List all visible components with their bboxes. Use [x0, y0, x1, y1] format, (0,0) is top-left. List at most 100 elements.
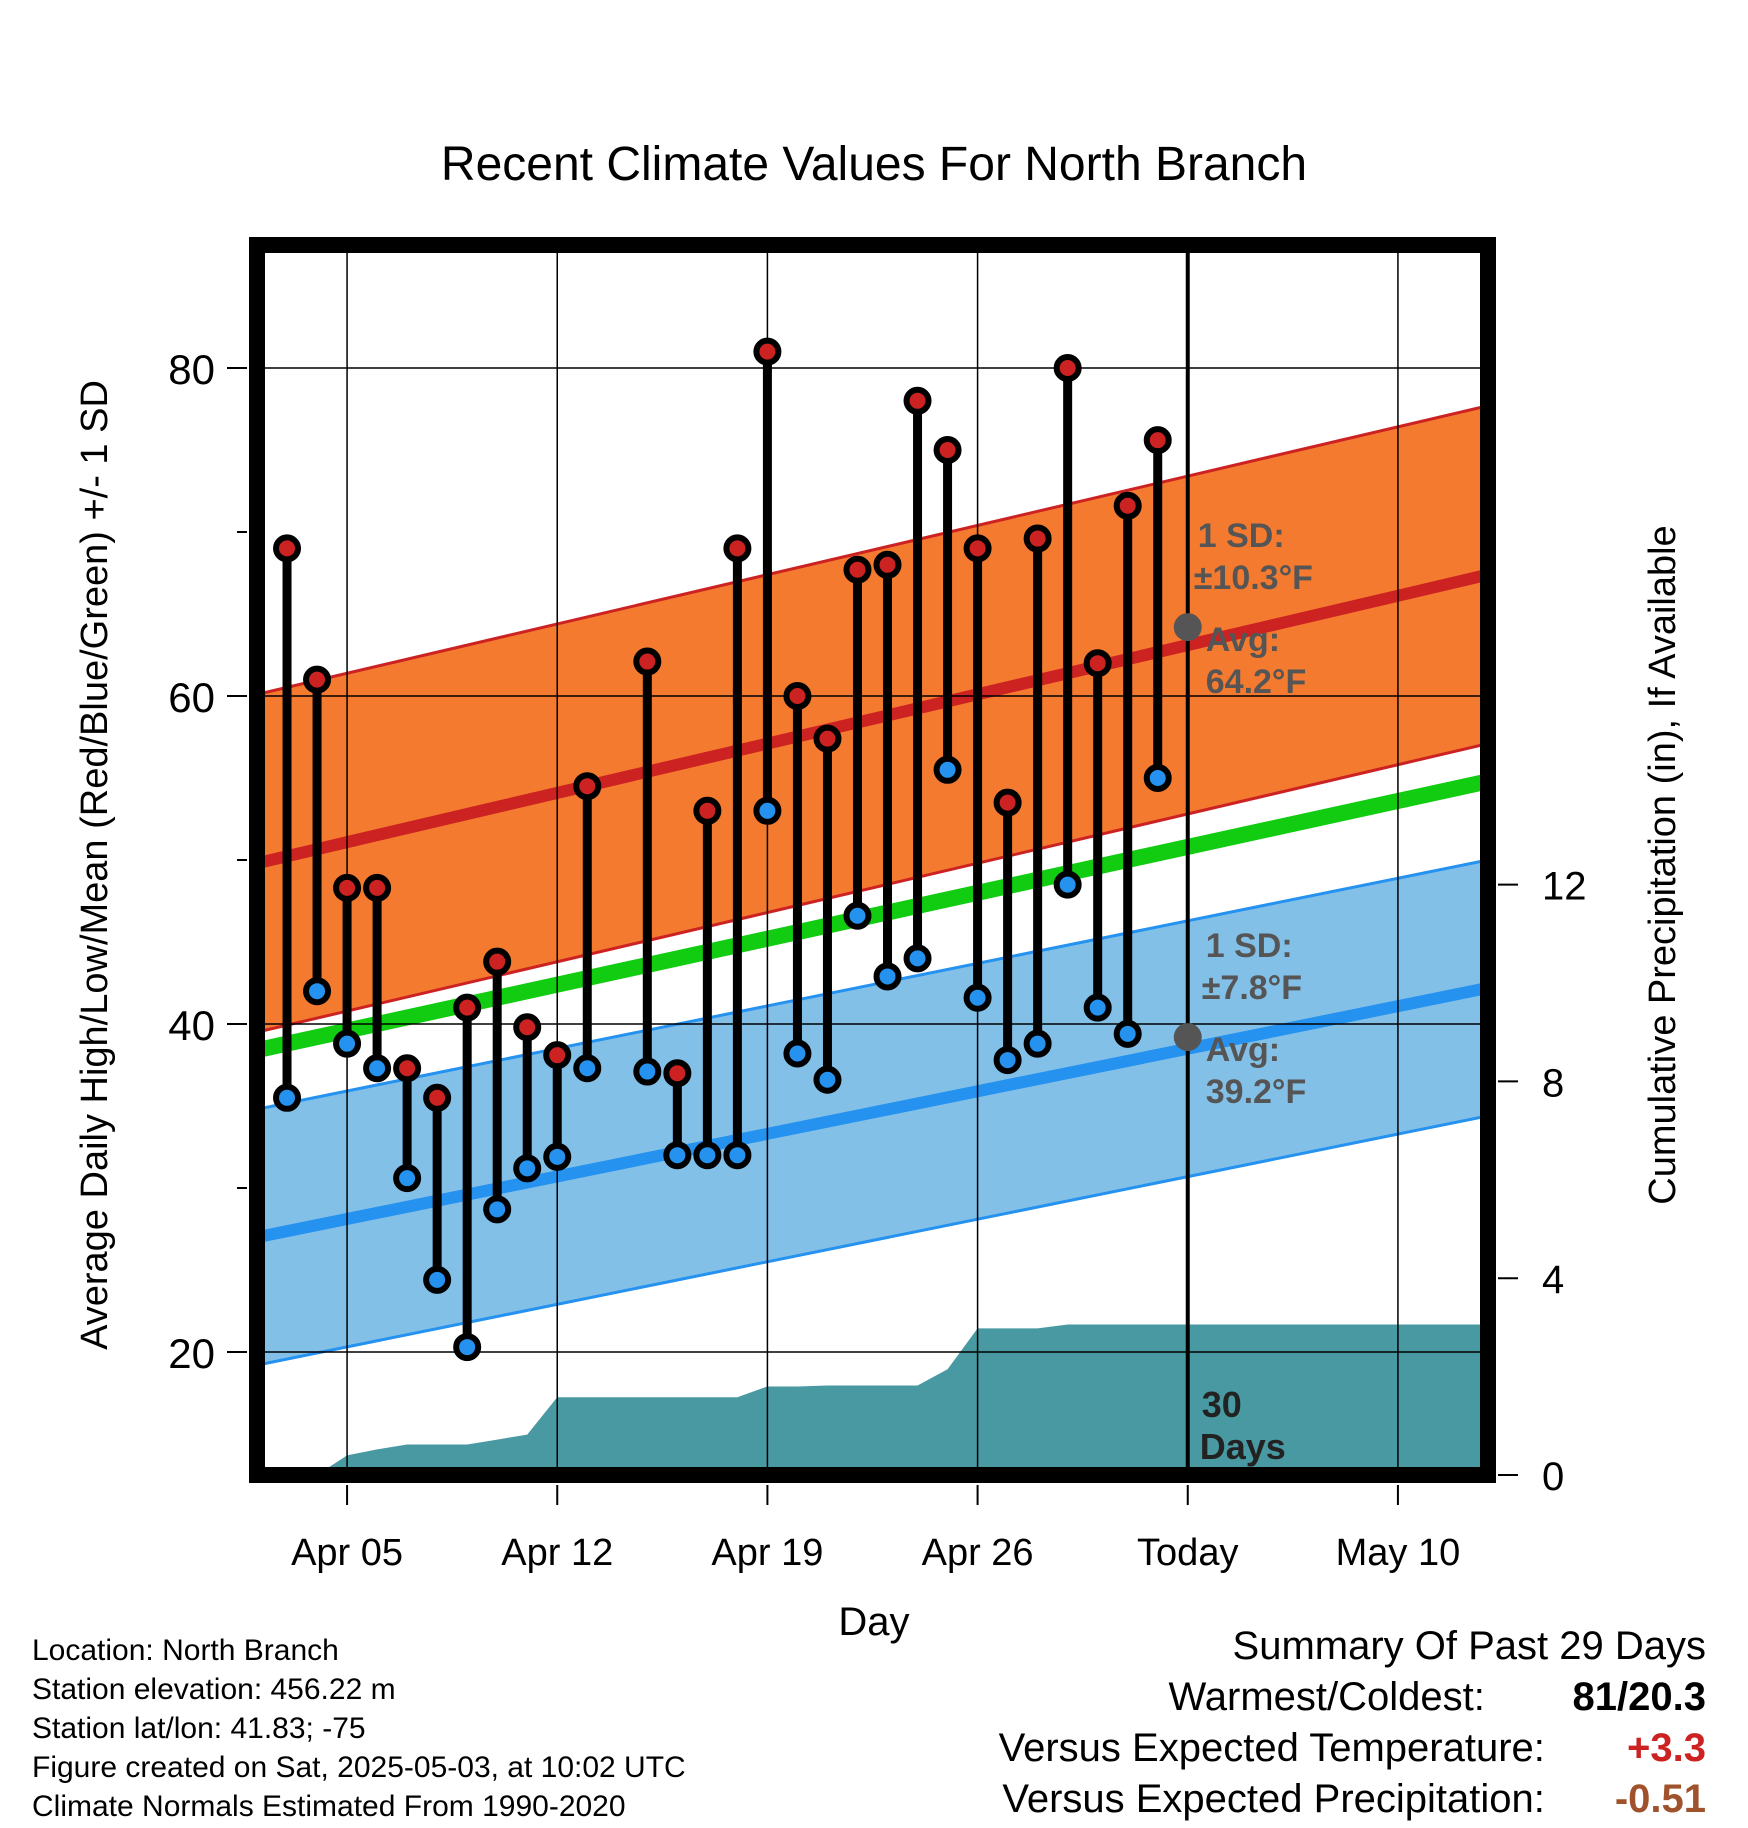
low-temp-point [1083, 993, 1112, 1022]
today-low-avg-marker [1173, 1023, 1202, 1052]
low-normal-band-upper-edge [257, 858, 1488, 1111]
low-avg-label: Avg: [1206, 1031, 1280, 1069]
footer-latlon: Station lat/lon: 41.83; -75 [32, 1712, 366, 1745]
footer-location: Location: North Branch [32, 1634, 339, 1667]
high-temp-point [843, 555, 872, 584]
low-temp-point [423, 1265, 452, 1294]
high-temp-point [663, 1059, 692, 1088]
plot-frame [249, 237, 1496, 1483]
high-temp-point [303, 665, 332, 694]
low-temp-point [783, 1039, 812, 1068]
summary-temp-row: Versus Expected Temperature: +3.3 [999, 1726, 1706, 1771]
x-axis-label: Day [838, 1600, 909, 1644]
high-temp-point [1143, 426, 1172, 455]
y-tick-label: 40 [168, 1002, 215, 1049]
low-temp-point [993, 1046, 1022, 1075]
summary-warmest-row: Warmest/Coldest: 81/20.3 [1169, 1675, 1707, 1720]
high-temp-point [723, 534, 752, 563]
high-avg-label: Avg: [1206, 621, 1280, 659]
footer-created: Figure created on Sat, 2025-05-03, at 10… [32, 1751, 686, 1784]
low-temp-point [723, 1141, 752, 1170]
high-temp-point [273, 534, 302, 563]
low-temp-point [453, 1333, 482, 1362]
footer-elevation: Station elevation: 456.22 m [32, 1673, 396, 1706]
y2-axis-label: Cumulative Precipitation (in), If Availa… [1642, 525, 1684, 1204]
high-temp-point [393, 1054, 422, 1083]
precip-area [257, 1324, 1488, 1475]
low-temp-point [1113, 1019, 1142, 1048]
low-temp-point [393, 1164, 422, 1193]
high-temp-point [783, 682, 812, 710]
summary-precip-label: Versus Expected Precipitation: [1002, 1777, 1545, 1821]
high-temp-point [363, 873, 392, 902]
low-temp-point [1053, 870, 1082, 899]
high-normal-band-upper-edge [257, 404, 1488, 696]
x-tick-label: May 10 [1336, 1532, 1461, 1574]
low-normal-line [257, 982, 1488, 1244]
high-temp-point [453, 993, 482, 1022]
y2-tick-label: 8 [1542, 1061, 1564, 1105]
today-days-word: Days [1200, 1426, 1286, 1467]
y2-tick-label: 0 [1542, 1455, 1564, 1499]
high-temp-point [513, 1013, 542, 1042]
summary-warmest-value: 81/20.3 [1572, 1675, 1706, 1719]
summary-title: Summary Of Past 29 Days [1232, 1624, 1706, 1668]
x-tick-label: Apr 12 [501, 1532, 613, 1574]
high-temp-point [1083, 649, 1112, 678]
low-temp-point [273, 1083, 302, 1112]
low-temp-point [753, 796, 782, 825]
low-temp-point [1023, 1029, 1052, 1058]
low-temp-point [903, 944, 932, 973]
high-temp-point [963, 534, 992, 563]
high-temp-point [1053, 354, 1082, 382]
low-temp-point [963, 983, 992, 1012]
high-temp-point [423, 1083, 452, 1112]
high-temp-point [873, 550, 902, 579]
low-sd-label: 1 SD: [1206, 927, 1293, 965]
low-temp-point [663, 1141, 692, 1170]
x-tick-label: Apr 19 [711, 1532, 823, 1574]
plot-area: 1 SD: ±10.3°F Avg: 64.2°F 1 SD: ±7.8°F Avg: 39.… [168, 237, 1587, 1574]
high-temp-point [483, 947, 512, 976]
low-temp-point [843, 901, 872, 930]
high-temp-point [753, 337, 782, 366]
low-temp-point [873, 962, 902, 991]
y-tick-label: 20 [168, 1330, 215, 1377]
low-temp-point [483, 1195, 512, 1224]
summary-precip-value: -0.51 [1614, 1777, 1706, 1821]
y2-tick-label: 12 [1542, 865, 1587, 909]
high-normal-band-lower-edge [257, 742, 1488, 1034]
summary-temp-label: Versus Expected Temperature: [998, 1726, 1545, 1770]
high-temp-point [333, 873, 362, 902]
high-temp-point [933, 436, 962, 464]
low-temp-point [1143, 764, 1172, 792]
high-sd-value: ±10.3°F [1194, 559, 1313, 597]
high-temp-point [573, 772, 602, 801]
high-avg-value: 64.2°F [1206, 663, 1307, 701]
low-temp-point [933, 755, 962, 784]
low-temp-point [333, 1029, 362, 1058]
low-temp-point [573, 1054, 602, 1083]
today-days-count: 30 [1202, 1384, 1242, 1425]
high-normal-line [257, 568, 1488, 870]
chart-title: Recent Climate Values For North Branch [441, 138, 1307, 191]
today-high-avg-marker [1173, 613, 1202, 642]
low-temp-point [303, 977, 332, 1006]
y-axis-label: Average Daily High/Low/Mean (Red/Blue/Gr… [74, 380, 116, 1350]
low-temp-point [633, 1057, 662, 1086]
high-temp-point [993, 788, 1022, 817]
high-temp-point [903, 386, 932, 415]
x-tick-label: Apr 26 [922, 1532, 1034, 1574]
y-tick-label: 60 [168, 674, 215, 721]
summary-temp-value: +3.3 [1627, 1726, 1706, 1770]
high-temp-point [693, 796, 722, 825]
low-normal-band-lower-edge [257, 1114, 1488, 1367]
low-temp-point [513, 1154, 542, 1183]
summary-precip-row: Versus Expected Precipitation: -0.51 [1002, 1777, 1706, 1822]
low-temp-point [813, 1065, 842, 1094]
low-temp-point [543, 1142, 572, 1171]
high-temp-point [633, 647, 662, 676]
high-sd-label: 1 SD: [1198, 517, 1285, 555]
low-avg-value: 39.2°F [1206, 1073, 1307, 1111]
